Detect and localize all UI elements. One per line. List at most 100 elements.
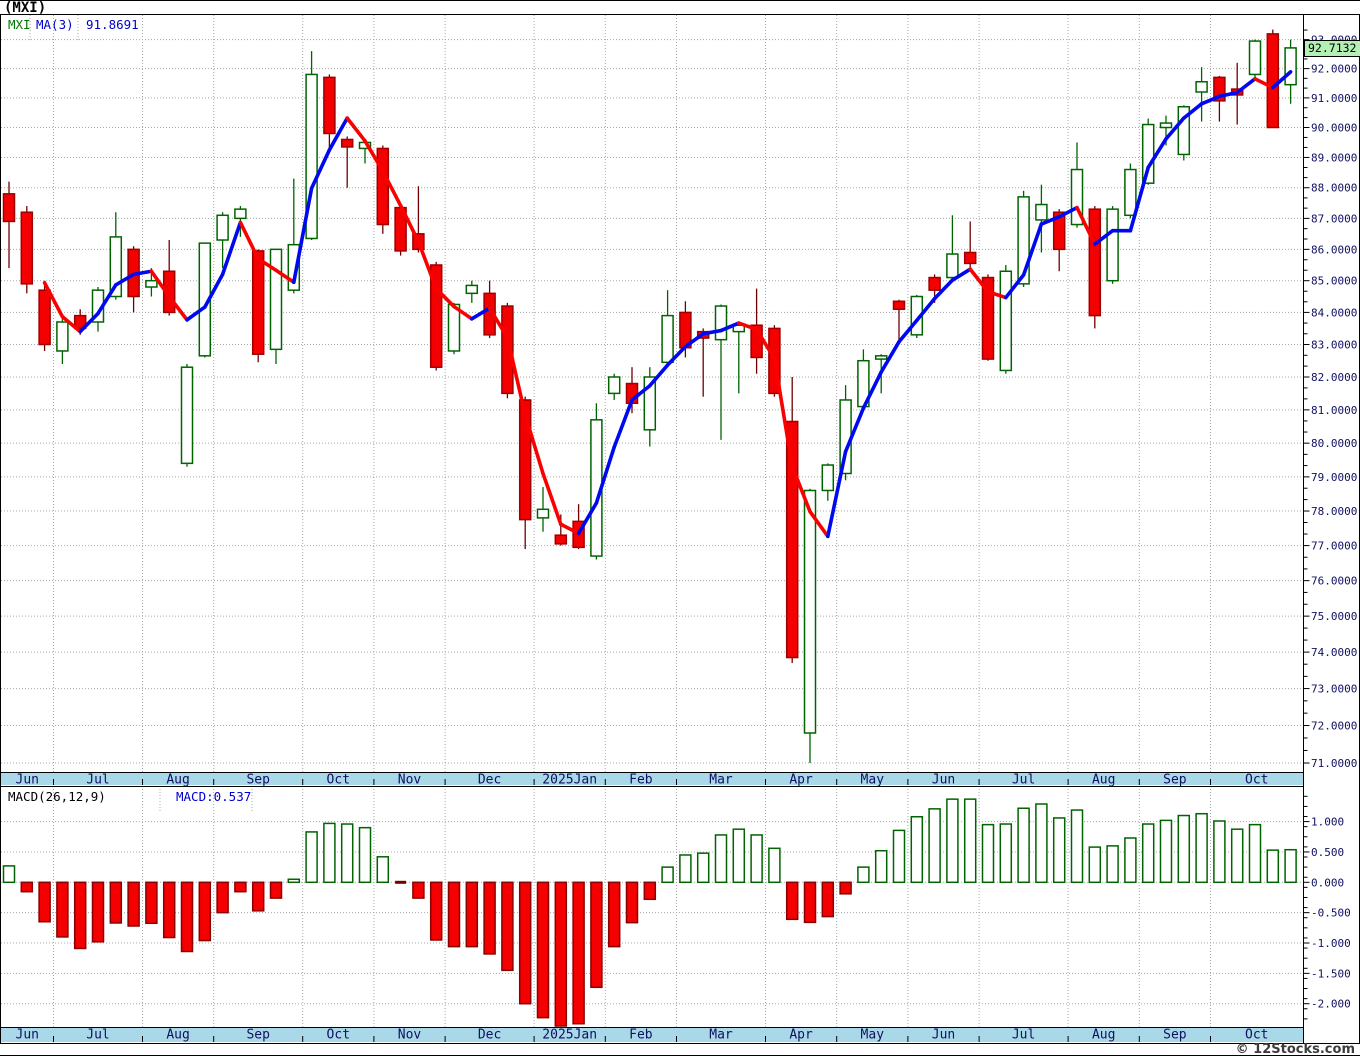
svg-text:0.500: 0.500 xyxy=(1311,846,1344,859)
month-label: Jul xyxy=(86,773,109,788)
candle xyxy=(1070,142,1084,228)
macd-bar xyxy=(1195,812,1208,884)
price-axis: 93.000092.000091.000090.000089.000088.00… xyxy=(1303,29,1357,770)
macd-bar xyxy=(305,831,318,884)
candle xyxy=(643,367,657,447)
month-label: Apr xyxy=(789,773,813,788)
macd-bar xyxy=(1159,819,1173,884)
candle xyxy=(465,280,479,303)
svg-text:88.0000: 88.0000 xyxy=(1311,182,1357,195)
macd-bar xyxy=(109,881,123,924)
macd-bar xyxy=(1248,823,1262,884)
macd-bar xyxy=(999,823,1013,884)
candle xyxy=(785,376,799,663)
month-label: Apr xyxy=(789,1028,813,1043)
candle xyxy=(1213,75,1226,122)
candle xyxy=(376,145,390,234)
macd-bar xyxy=(607,881,621,948)
candle xyxy=(661,290,674,364)
svg-text:76.0000: 76.0000 xyxy=(1311,575,1357,588)
macd-bar xyxy=(874,849,888,884)
candle xyxy=(1177,105,1191,161)
svg-text:81.0000: 81.0000 xyxy=(1311,404,1357,417)
svg-text:90.0000: 90.0000 xyxy=(1311,122,1357,135)
month-label: Nov xyxy=(398,1028,422,1043)
candle xyxy=(803,488,817,764)
month-label: Jul xyxy=(1012,773,1035,788)
copyright-watermark[interactable]: © 12Stocks.com xyxy=(1235,1042,1355,1057)
macd-bar xyxy=(1035,803,1048,884)
macd-bar xyxy=(447,881,461,948)
macd-legend-value: MACD:0.537 xyxy=(176,789,252,804)
candle xyxy=(1088,206,1102,329)
month-axis-ribbons xyxy=(1,773,1303,1042)
svg-text:0.000: 0.000 xyxy=(1311,876,1344,889)
svg-text:72.0000: 72.0000 xyxy=(1311,720,1357,733)
macd-bar xyxy=(1177,814,1191,884)
macd-bar xyxy=(180,881,194,953)
candle xyxy=(429,261,443,371)
macd-bar xyxy=(839,881,852,895)
svg-text:92.0000: 92.0000 xyxy=(1311,63,1357,76)
svg-text:78.0000: 78.0000 xyxy=(1311,505,1357,518)
macd-bar xyxy=(1124,837,1137,884)
macd-bar xyxy=(1213,820,1226,884)
svg-text:85.0000: 85.0000 xyxy=(1311,275,1357,288)
svg-text:89.0000: 89.0000 xyxy=(1311,151,1357,164)
month-label: Jun xyxy=(932,773,955,788)
macd-bar xyxy=(234,881,247,893)
symbol-legend-label: MXI xyxy=(8,17,31,32)
month-label: Dec xyxy=(478,1028,501,1043)
macd-bar xyxy=(857,866,870,884)
macd-bar xyxy=(1230,828,1244,884)
candle xyxy=(946,215,959,281)
macd-legend-label: MACD(26,12,9) xyxy=(8,789,106,804)
macd-bar xyxy=(1070,809,1084,884)
macd-bar xyxy=(518,881,532,1005)
svg-text:84.0000: 84.0000 xyxy=(1311,306,1357,319)
candlesticks xyxy=(2,29,1297,764)
macd-bar xyxy=(981,823,995,884)
macd-bar xyxy=(732,828,746,884)
month-label: Feb xyxy=(629,1028,653,1043)
macd-bar xyxy=(768,847,781,884)
candle xyxy=(1266,29,1280,129)
ma-legend-label: MA(3) xyxy=(36,17,74,32)
macd-bar xyxy=(198,881,212,942)
month-label: Sep xyxy=(246,1028,270,1043)
macd-bar xyxy=(785,881,799,921)
candle xyxy=(305,51,318,241)
candle xyxy=(127,246,140,313)
candle xyxy=(1124,163,1137,219)
macd-bar xyxy=(625,881,639,924)
month-label: Sep xyxy=(1163,1028,1187,1043)
macd-bar xyxy=(145,881,158,925)
macd-bar xyxy=(661,866,674,884)
macd-bar xyxy=(714,834,728,884)
candle xyxy=(607,373,621,400)
macd-bar xyxy=(340,823,354,884)
macd-bar xyxy=(590,881,603,989)
chart-symbol-title: (MXI) xyxy=(4,0,47,16)
candle xyxy=(732,323,746,394)
macd-bar xyxy=(572,881,585,1025)
macd-bar xyxy=(1017,807,1030,884)
ma-legend-value: 91.8691 xyxy=(86,17,139,32)
macd-bar xyxy=(946,798,959,884)
macd-bar xyxy=(251,881,265,912)
ma-line xyxy=(42,70,1293,539)
macd-bar xyxy=(501,881,514,972)
month-label: May xyxy=(861,1028,885,1043)
macd-bar xyxy=(56,881,69,938)
macd-bar xyxy=(483,881,496,955)
month-label: Oct xyxy=(327,773,350,788)
month-label: Nov xyxy=(398,773,422,788)
macd-bar xyxy=(216,881,229,914)
macd-bar xyxy=(963,798,977,884)
macd-bar xyxy=(928,808,941,884)
svg-text:80.0000: 80.0000 xyxy=(1311,437,1357,450)
candle xyxy=(216,212,229,269)
macd-bar xyxy=(821,881,835,918)
candle xyxy=(1248,39,1262,78)
